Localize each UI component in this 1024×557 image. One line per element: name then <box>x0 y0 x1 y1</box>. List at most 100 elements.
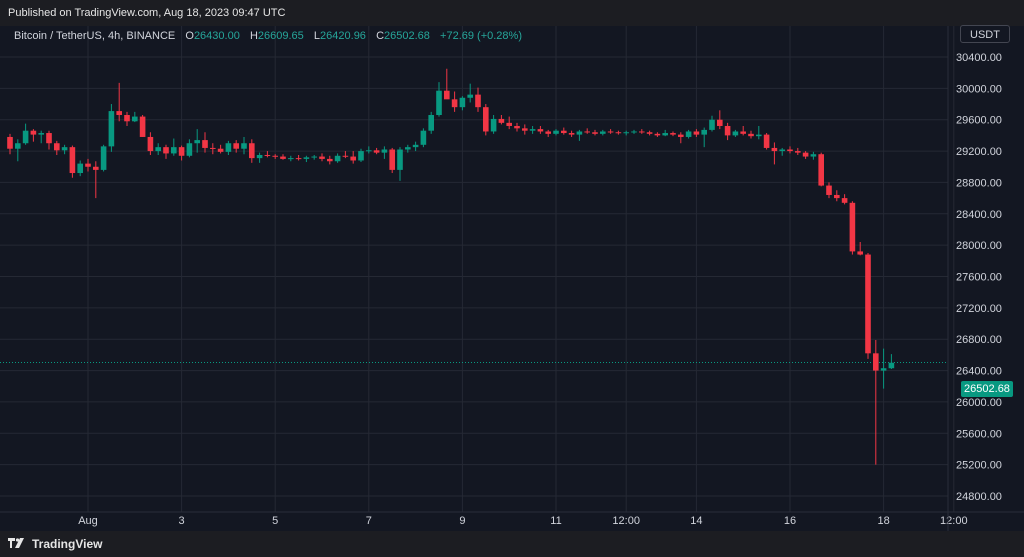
candle-body[interactable] <box>467 94 473 98</box>
candle-body[interactable] <box>132 116 138 122</box>
candle-body[interactable] <box>600 131 606 134</box>
candle-body[interactable] <box>584 131 590 133</box>
candle-body[interactable] <box>350 156 356 161</box>
candle-body[interactable] <box>693 131 700 135</box>
candle-body[interactable] <box>857 251 863 255</box>
candle-body[interactable] <box>678 134 684 137</box>
candle-body[interactable] <box>880 368 887 371</box>
candle-body[interactable] <box>834 194 840 199</box>
candle-body[interactable] <box>93 166 99 170</box>
candle-body[interactable] <box>225 143 232 152</box>
candle-body[interactable] <box>654 133 661 136</box>
candle-body[interactable] <box>436 90 442 116</box>
candle-body[interactable] <box>54 143 60 151</box>
candle-body[interactable] <box>451 99 458 108</box>
candle-body[interactable] <box>210 147 216 149</box>
candle-body[interactable] <box>217 148 224 152</box>
candle-body[interactable] <box>592 132 598 134</box>
candle-body[interactable] <box>787 149 793 152</box>
candle-body[interactable] <box>233 143 239 149</box>
candle-body[interactable] <box>490 118 497 132</box>
candle-body[interactable] <box>202 140 208 148</box>
candle-body[interactable] <box>334 155 341 162</box>
candle-body[interactable] <box>623 132 629 134</box>
candle-body[interactable] <box>100 146 107 170</box>
candle-body[interactable] <box>802 152 809 157</box>
candle-body[interactable] <box>631 131 637 133</box>
candle-body[interactable] <box>818 154 824 186</box>
candle-body[interactable] <box>475 94 481 108</box>
candle-body[interactable] <box>568 133 575 135</box>
candle-body[interactable] <box>22 130 29 144</box>
candle-body[interactable] <box>724 125 731 136</box>
candle-body[interactable] <box>7 136 13 149</box>
candle-body[interactable] <box>795 151 801 153</box>
candle-body[interactable] <box>701 129 707 135</box>
candle-body[interactable] <box>366 150 372 152</box>
candle-body[interactable] <box>717 119 723 126</box>
candle-body[interactable] <box>670 133 676 135</box>
candle-body[interactable] <box>561 130 567 134</box>
candle-body[interactable] <box>186 143 193 156</box>
candle-body[interactable] <box>178 147 185 156</box>
candle-body[interactable] <box>30 130 37 135</box>
candle-body[interactable] <box>311 156 317 158</box>
candle-body[interactable] <box>194 140 200 144</box>
candle-body[interactable] <box>748 133 754 137</box>
candle-body[interactable] <box>810 154 817 157</box>
candle-body[interactable] <box>295 158 302 160</box>
candle-body[interactable] <box>272 155 278 157</box>
candle-body[interactable] <box>607 131 614 133</box>
candle-body[interactable] <box>756 134 762 137</box>
candle-body[interactable] <box>69 147 76 174</box>
candle-body[interactable] <box>155 147 161 152</box>
candle-body[interactable] <box>576 131 583 135</box>
candle-body[interactable] <box>506 122 512 126</box>
candle-body[interactable] <box>280 156 286 159</box>
candle-body[interactable] <box>288 158 294 160</box>
candle-body[interactable] <box>732 131 739 136</box>
candle-body[interactable] <box>873 353 879 371</box>
candle-body[interactable] <box>553 130 559 134</box>
candle-body[interactable] <box>46 133 52 144</box>
candle-body[interactable] <box>358 151 364 161</box>
candle-body[interactable] <box>529 129 536 131</box>
candle-body[interactable] <box>249 143 255 159</box>
candle-body[interactable] <box>171 147 177 154</box>
candle-body[interactable] <box>327 158 333 162</box>
candle-body[interactable] <box>639 131 645 133</box>
candle-body[interactable] <box>888 362 895 369</box>
candle-body[interactable] <box>522 128 528 131</box>
candle-body[interactable] <box>342 155 349 157</box>
candle-body[interactable] <box>77 163 83 174</box>
candle-body[interactable] <box>147 136 154 152</box>
candle-body[interactable] <box>124 115 130 122</box>
candle-body[interactable] <box>779 149 785 152</box>
candle-body[interactable] <box>709 119 715 130</box>
candle-body[interactable] <box>483 107 489 132</box>
candle-body[interactable] <box>537 129 544 132</box>
candle-body[interactable] <box>303 157 310 159</box>
candle-body[interactable] <box>108 111 115 147</box>
candle-body[interactable] <box>444 90 450 100</box>
candle-body[interactable] <box>256 154 263 159</box>
candle-body[interactable] <box>381 149 388 153</box>
candle-body[interactable] <box>412 144 419 148</box>
candle-body[interactable] <box>15 143 21 149</box>
candle-body[interactable] <box>116 111 122 116</box>
candle-body[interactable] <box>264 154 271 156</box>
candle-body[interactable] <box>420 130 427 145</box>
candle-body[interactable] <box>163 147 169 154</box>
candle-body[interactable] <box>38 133 44 135</box>
candle-body[interactable] <box>646 132 653 134</box>
candlestick-chart[interactable]: 24800.00 25200.00 25600.00 26000.00 26400.00… <box>0 0 1024 531</box>
candle-body[interactable] <box>763 134 770 148</box>
candle-body[interactable] <box>865 254 871 354</box>
candle-body[interactable] <box>319 156 325 159</box>
candle-body[interactable] <box>373 150 380 153</box>
candle-body[interactable] <box>826 185 832 195</box>
candle-body[interactable] <box>405 147 411 150</box>
chart-panel[interactable] <box>0 26 1024 531</box>
candle-body[interactable] <box>459 97 466 108</box>
candle-body[interactable] <box>139 116 146 137</box>
